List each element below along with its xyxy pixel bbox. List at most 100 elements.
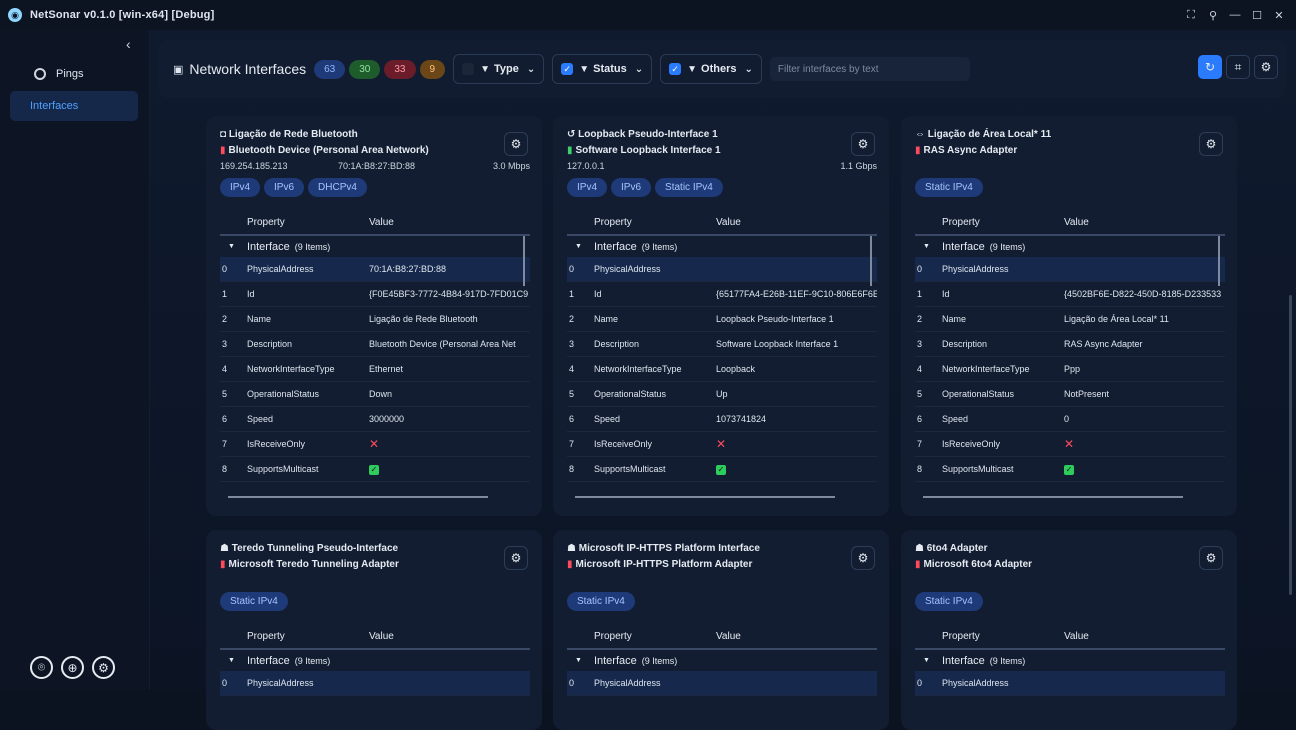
collapse-triangle-icon[interactable]: ▼ <box>228 657 235 664</box>
group-header[interactable]: ▼ Interface (9 Items) <box>567 236 877 257</box>
others-filter-checkbox[interactable]: ✓ <box>669 63 682 75</box>
column-header-property[interactable]: Property <box>594 631 632 642</box>
table-row[interactable]: 2 Name Ligação de Rede Bluetooth <box>220 307 530 332</box>
group-header[interactable]: ▼ Interface (9 Items) <box>567 650 877 671</box>
protocol-tag[interactable]: Static IPv4 <box>915 592 983 611</box>
grid-horizontal-scrollbar[interactable] <box>923 496 1183 498</box>
network-tree-button[interactable]: ⌗ <box>1226 55 1250 79</box>
column-header-value[interactable]: Value <box>716 217 741 228</box>
refresh-button[interactable]: ↻ <box>1198 55 1222 79</box>
group-header[interactable]: ▼ Interface (9 Items) <box>220 650 530 671</box>
table-row[interactable]: 1 Id {65177FA4-E26B-11EF-9C10-806E6F6E <box>567 282 877 307</box>
card-settings-button[interactable]: ⚙ <box>1199 132 1223 156</box>
table-row[interactable]: 3 Description Software Loopback Interface … <box>567 332 877 357</box>
card-settings-button[interactable]: ⚙ <box>1199 546 1223 570</box>
grid-horizontal-scrollbar[interactable] <box>228 496 488 498</box>
column-header-value[interactable]: Value <box>369 217 394 228</box>
card-settings-button[interactable]: ⚙ <box>851 546 875 570</box>
maximize-button[interactable]: ☐ <box>1252 9 1262 22</box>
column-header-value[interactable]: Value <box>1064 631 1089 642</box>
table-row[interactable]: 8 SupportsMulticast ✓ <box>915 457 1225 482</box>
grid-vertical-scrollbar[interactable] <box>1218 236 1220 286</box>
table-row[interactable]: 7 IsReceiveOnly ✕ <box>220 432 530 457</box>
table-row[interactable]: 0 PhysicalAddress <box>567 257 877 282</box>
github-icon[interactable]: ⌾ <box>30 656 53 679</box>
table-row[interactable]: 1 Id {F0E45BF3-7772-4B84-917D-7FD01C9 <box>220 282 530 307</box>
status-filter-button[interactable]: ✓ ▼ Status ⌄ <box>552 54 653 84</box>
protocol-tag[interactable]: IPv4 <box>567 178 608 197</box>
table-row[interactable]: 0 PhysicalAddress <box>915 671 1225 696</box>
property-name: OperationalStatus <box>247 389 320 399</box>
table-row[interactable]: 6 Speed 1073741824 <box>567 407 877 432</box>
card-settings-button[interactable]: ⚙ <box>504 546 528 570</box>
card-settings-button[interactable]: ⚙ <box>504 132 528 156</box>
table-row[interactable]: 5 OperationalStatus Up <box>567 382 877 407</box>
search-input[interactable]: Filter interfaces by text <box>769 57 970 81</box>
table-row[interactable]: 8 SupportsMulticast ✓ <box>220 457 530 482</box>
column-header-property[interactable]: Property <box>942 217 980 228</box>
close-button[interactable]: ✕ <box>1274 9 1284 22</box>
collapse-sidebar-icon[interactable]: ‹ <box>126 36 131 52</box>
collapse-triangle-icon[interactable]: ▼ <box>923 243 930 250</box>
main-scrollbar[interactable] <box>1289 295 1292 595</box>
toolbar-settings-button[interactable]: ⚙ <box>1254 55 1278 79</box>
protocol-tag[interactable]: Static IPv4 <box>655 178 723 197</box>
collapse-triangle-icon[interactable]: ▼ <box>923 657 930 664</box>
column-header-property[interactable]: Property <box>942 631 980 642</box>
sidebar-item-pings[interactable]: Pings <box>10 59 138 89</box>
table-row[interactable]: 5 OperationalStatus NotPresent <box>915 382 1225 407</box>
collapse-triangle-icon[interactable]: ▼ <box>228 243 235 250</box>
minimize-button[interactable]: — <box>1229 9 1241 21</box>
grid-vertical-scrollbar[interactable] <box>523 236 525 286</box>
table-row[interactable]: 6 Speed 0 <box>915 407 1225 432</box>
protocol-tag[interactable]: IPv6 <box>611 178 652 197</box>
table-row[interactable]: 8 SupportsMulticast ✓ <box>567 457 877 482</box>
protocol-tag[interactable]: Static IPv4 <box>220 592 288 611</box>
protocol-tag[interactable]: Static IPv4 <box>567 592 635 611</box>
table-row[interactable]: 7 IsReceiveOnly ✕ <box>915 432 1225 457</box>
grid-vertical-scrollbar[interactable] <box>870 236 872 286</box>
table-row[interactable]: 2 Name Ligação de Área Local* 11 <box>915 307 1225 332</box>
type-filter-button[interactable]: ▼ Type ⌄ <box>453 54 545 84</box>
column-header-value[interactable]: Value <box>369 631 394 642</box>
column-header-value[interactable]: Value <box>1064 217 1089 228</box>
column-header-property[interactable]: Property <box>247 217 285 228</box>
column-header-value[interactable]: Value <box>716 631 741 642</box>
table-row[interactable]: 0 PhysicalAddress <box>915 257 1225 282</box>
fullscreen-icon[interactable]: ⛶ <box>1187 8 1195 21</box>
others-filter-button[interactable]: ✓ ▼ Others ⌄ <box>660 54 762 84</box>
settings-icon[interactable]: ⚙ <box>92 656 115 679</box>
table-row[interactable]: 4 NetworkInterfaceType Ethernet <box>220 357 530 382</box>
protocol-tag[interactable]: IPv6 <box>264 178 305 197</box>
status-icon: ▮ <box>567 559 573 570</box>
table-row[interactable]: 4 NetworkInterfaceType Ppp <box>915 357 1225 382</box>
help-icon[interactable]: ⊕ <box>61 656 84 679</box>
protocol-tag[interactable]: DHCPv4 <box>308 178 367 197</box>
table-row[interactable]: 1 Id {4502BF6E-D822-450D-8185-D233533 <box>915 282 1225 307</box>
group-header[interactable]: ▼ Interface (9 Items) <box>915 236 1225 257</box>
table-row[interactable]: 0 PhysicalAddress <box>220 671 530 696</box>
sidebar-item-interfaces[interactable]: Interfaces <box>10 91 138 121</box>
column-header-property[interactable]: Property <box>247 631 285 642</box>
table-row[interactable]: 3 Description RAS Async Adapter <box>915 332 1225 357</box>
table-row[interactable]: 5 OperationalStatus Down <box>220 382 530 407</box>
table-row[interactable]: 0 PhysicalAddress 70:1A:B8:27:BD:88 <box>220 257 530 282</box>
column-header-property[interactable]: Property <box>594 217 632 228</box>
table-row[interactable]: 6 Speed 3000000 <box>220 407 530 432</box>
collapse-triangle-icon[interactable]: ▼ <box>575 657 582 664</box>
protocol-tag[interactable]: Static IPv4 <box>915 178 983 197</box>
table-row[interactable]: 4 NetworkInterfaceType Loopback <box>567 357 877 382</box>
protocol-tag[interactable]: IPv4 <box>220 178 261 197</box>
pin-icon[interactable]: ⚲ <box>1208 9 1218 22</box>
collapse-triangle-icon[interactable]: ▼ <box>575 243 582 250</box>
table-row[interactable]: 0 PhysicalAddress <box>567 671 877 696</box>
grid-horizontal-scrollbar[interactable] <box>575 496 835 498</box>
table-row[interactable]: 7 IsReceiveOnly ✕ <box>567 432 877 457</box>
type-filter-checkbox[interactable] <box>462 63 475 75</box>
table-row[interactable]: 3 Description Bluetooth Device (Personal A… <box>220 332 530 357</box>
group-header[interactable]: ▼ Interface (9 Items) <box>220 236 530 257</box>
table-row[interactable]: 2 Name Loopback Pseudo-Interface 1 <box>567 307 877 332</box>
status-filter-checkbox[interactable]: ✓ <box>561 63 574 75</box>
card-settings-button[interactable]: ⚙ <box>851 132 875 156</box>
group-header[interactable]: ▼ Interface (9 Items) <box>915 650 1225 671</box>
